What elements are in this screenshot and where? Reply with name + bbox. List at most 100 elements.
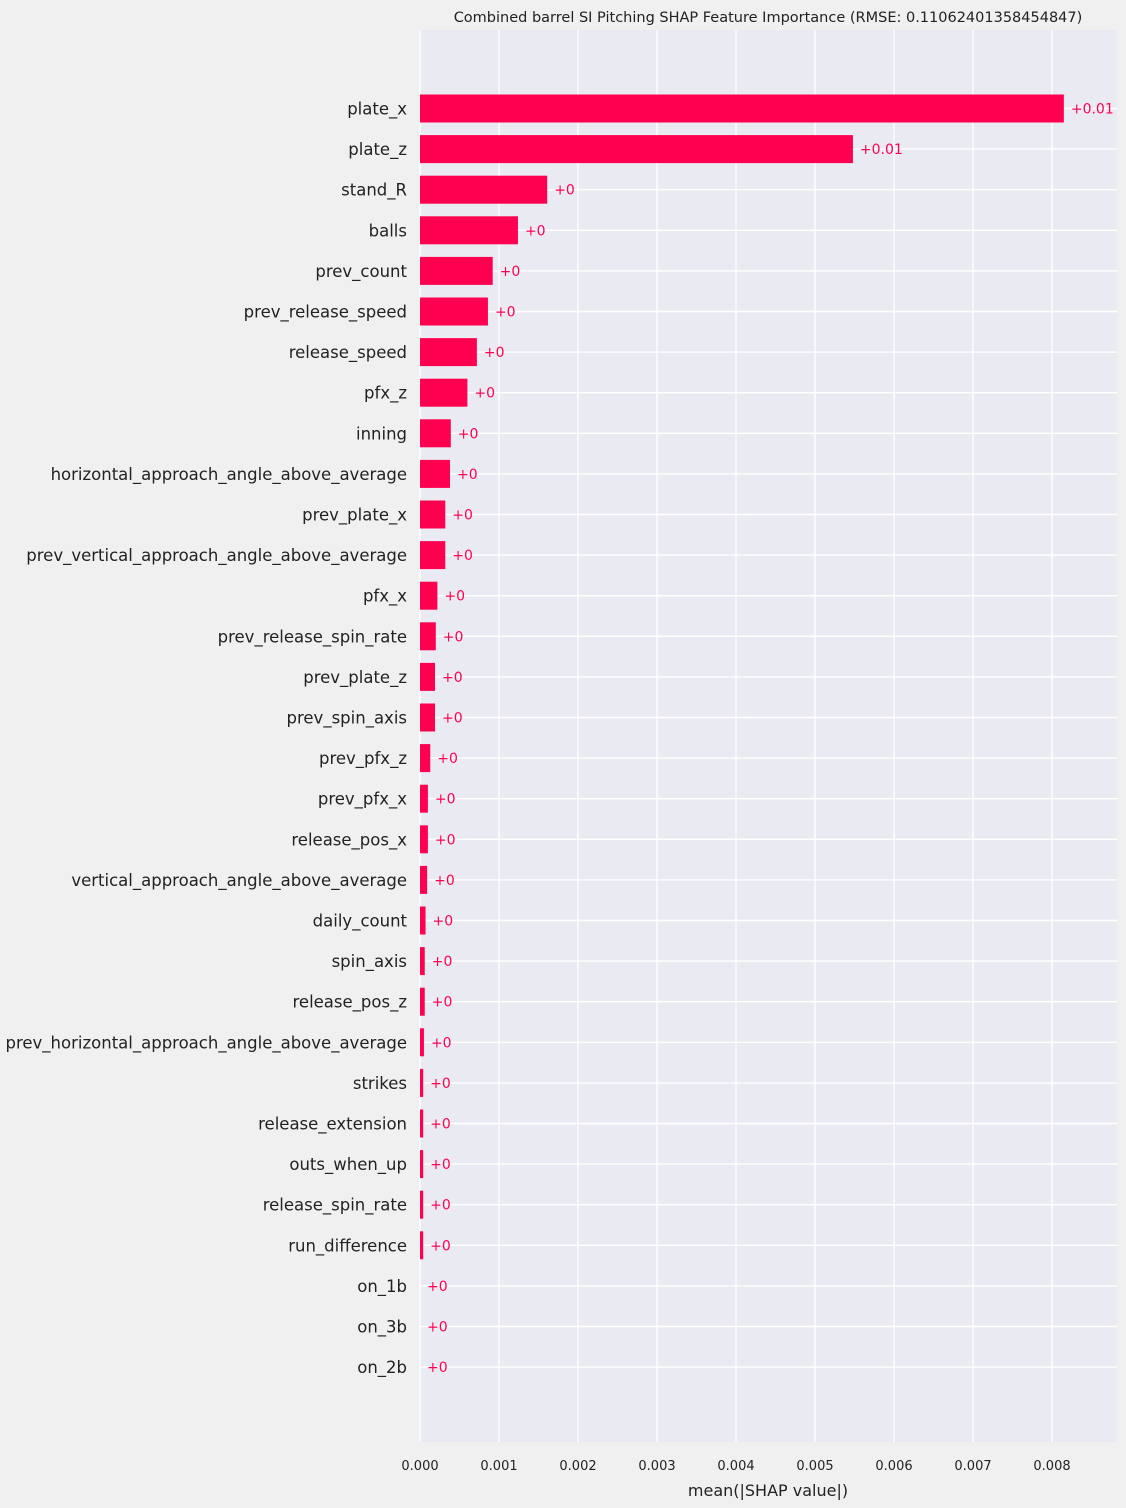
- y-tick-label: release_extension: [258, 1115, 407, 1135]
- y-tick-label: spin_axis: [332, 952, 407, 972]
- value-label: +0: [427, 1360, 448, 1376]
- chart-title: Combined barrel SI Pitching SHAP Feature…: [454, 10, 1083, 26]
- value-label: +0: [442, 670, 463, 686]
- bar-run_difference: [420, 1231, 424, 1260]
- bar-outs_when_up: [420, 1150, 424, 1179]
- value-label: +0: [427, 1320, 448, 1336]
- value-label: +0: [457, 467, 478, 483]
- x-tick-label: 0.005: [796, 1459, 833, 1474]
- plot-area: [420, 30, 1117, 1442]
- value-label: +0: [430, 1198, 451, 1214]
- y-tick-label: prev_pfx_x: [318, 790, 407, 810]
- bar-plate_x: [420, 94, 1064, 123]
- bar-prev_vertical_approach_angle_above_average: [420, 541, 446, 570]
- y-tick-label: prev_horizontal_approach_angle_above_ave…: [6, 1033, 408, 1053]
- y-tick-label: on_3b: [357, 1318, 407, 1338]
- y-tick-label: prev_plate_x: [302, 506, 407, 526]
- bar-release_pos_z: [420, 987, 425, 1016]
- value-label: +0: [442, 711, 463, 727]
- value-label: +0: [554, 183, 575, 199]
- bar-prev_release_speed: [420, 297, 488, 326]
- value-label: +0: [525, 223, 546, 239]
- x-tick-label: 0.006: [875, 1459, 912, 1474]
- value-label: +0: [432, 954, 453, 970]
- bar-release_extension: [420, 1109, 424, 1138]
- value-label: +0: [430, 1157, 451, 1173]
- y-tick-label: pfx_x: [363, 587, 407, 607]
- value-label: +0: [431, 1035, 452, 1051]
- x-tick-label: 0.003: [638, 1459, 675, 1474]
- value-label: +0: [443, 629, 464, 645]
- bar-vertical_approach_angle_above_average: [420, 865, 428, 894]
- y-tick-label: release_pos_x: [291, 830, 407, 850]
- value-label: +0: [452, 508, 473, 524]
- value-label: +0: [435, 832, 456, 848]
- y-tick-label: pfx_z: [364, 384, 407, 404]
- y-tick-label: daily_count: [313, 912, 408, 932]
- y-tick-label: vertical_approach_angle_above_average: [71, 871, 407, 891]
- value-label: +0: [430, 1238, 451, 1254]
- y-tick-label: release_pos_z: [293, 993, 408, 1013]
- bar-prev_count: [420, 256, 493, 285]
- bar-spin_axis: [420, 947, 425, 976]
- value-label: +0: [434, 873, 455, 889]
- bar-prev_pfx_x: [420, 784, 428, 813]
- y-tick-label: on_2b: [357, 1358, 407, 1378]
- y-tick-label: strikes: [353, 1074, 407, 1093]
- y-tick-label: prev_release_speed: [244, 303, 407, 323]
- y-tick-label: stand_R: [341, 181, 407, 201]
- x-tick-label: 0.007: [954, 1459, 991, 1474]
- value-label: +0: [437, 751, 458, 767]
- y-tick-label: outs_when_up: [289, 1155, 407, 1175]
- bar-prev_horizontal_approach_angle_above_average: [420, 1028, 424, 1057]
- value-label: +0: [474, 386, 495, 402]
- y-tick-label: plate_z: [348, 140, 407, 160]
- bar-plate_z: [420, 135, 853, 164]
- bar-pfx_z: [420, 378, 468, 407]
- y-tick-label: prev_release_spin_rate: [218, 627, 407, 647]
- y-tick-label: release_spin_rate: [263, 1196, 407, 1216]
- value-label: +0: [444, 589, 465, 605]
- bar-pfx_x: [420, 581, 438, 610]
- value-label: +0: [435, 792, 456, 808]
- value-label: +0: [427, 1279, 448, 1295]
- value-label: +0: [452, 548, 473, 564]
- bar-prev_pfx_z: [420, 744, 431, 773]
- y-tick-label: prev_count: [315, 262, 407, 282]
- y-tick-label: release_speed: [289, 343, 407, 363]
- y-tick-label: prev_spin_axis: [287, 709, 407, 729]
- y-tick-label: on_1b: [357, 1277, 407, 1297]
- value-label: +0: [433, 914, 454, 930]
- x-tick-label: 0.004: [717, 1459, 754, 1474]
- value-label: +0: [495, 305, 516, 321]
- y-tick-label: balls: [369, 221, 407, 240]
- y-tick-label: prev_vertical_approach_angle_above_avera…: [26, 546, 407, 566]
- value-label: +0.01: [860, 142, 903, 158]
- bar-release_pos_x: [420, 825, 428, 854]
- x-tick-label: 0.001: [480, 1459, 517, 1474]
- bar-stand_R: [420, 175, 548, 204]
- bar-prev_spin_axis: [420, 703, 436, 732]
- bar-prev_release_spin_rate: [420, 622, 436, 651]
- bar-inning: [420, 419, 451, 448]
- bar-balls: [420, 216, 518, 245]
- bar-horizontal_approach_angle_above_average: [420, 459, 451, 488]
- bar-prev_plate_z: [420, 662, 436, 691]
- y-tick-label: plate_x: [347, 100, 407, 120]
- value-label: +0: [458, 426, 479, 442]
- value-label: +0: [430, 1076, 451, 1092]
- x-axis-label: mean(|SHAP value|): [688, 1481, 848, 1500]
- bar-release_speed: [420, 338, 477, 367]
- x-tick-label: 0.000: [401, 1459, 438, 1474]
- y-tick-label: prev_plate_z: [303, 668, 407, 688]
- y-tick-label: prev_pfx_z: [319, 749, 407, 769]
- labels: 0.000 0.001 0.002 0.003 0.004 0.005 0.006 0.007…: [6, 100, 1114, 1475]
- bar-prev_plate_x: [420, 500, 446, 529]
- bar-release_spin_rate: [420, 1190, 424, 1219]
- bar-strikes: [420, 1068, 424, 1097]
- bar-daily_count: [420, 906, 426, 935]
- bars: [420, 94, 1064, 1260]
- value-label: +0: [432, 995, 453, 1011]
- x-tick-label: 0.008: [1033, 1459, 1070, 1474]
